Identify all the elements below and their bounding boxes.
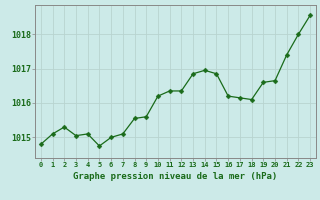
X-axis label: Graphe pression niveau de la mer (hPa): Graphe pression niveau de la mer (hPa) bbox=[73, 172, 278, 181]
